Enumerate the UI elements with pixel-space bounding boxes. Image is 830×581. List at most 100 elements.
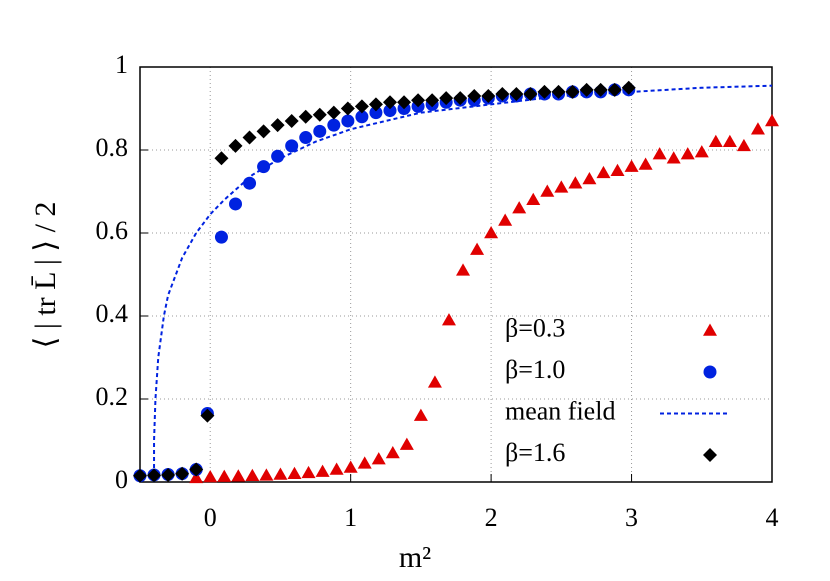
- point: [175, 466, 190, 481]
- point: [161, 467, 176, 482]
- point: [456, 263, 471, 276]
- point: [371, 452, 386, 465]
- point: [470, 242, 485, 255]
- point: [229, 197, 243, 211]
- point: [638, 157, 653, 170]
- point: [411, 93, 426, 108]
- point: [285, 139, 299, 153]
- point: [287, 466, 302, 479]
- point: [340, 101, 355, 116]
- x-axis-label: m²: [399, 541, 431, 574]
- point: [413, 408, 428, 421]
- legend-label: β=0.3: [505, 313, 565, 342]
- x-tick-label: 1: [344, 503, 357, 532]
- point: [495, 86, 510, 101]
- point: [242, 130, 257, 145]
- point: [383, 104, 397, 118]
- point: [593, 82, 608, 97]
- point: [441, 313, 456, 326]
- point: [765, 113, 779, 127]
- point: [341, 114, 355, 128]
- point: [526, 192, 541, 206]
- point: [397, 95, 412, 110]
- point: [343, 460, 358, 473]
- point: [399, 437, 414, 450]
- point: [467, 89, 482, 104]
- point: [722, 134, 737, 147]
- y-tick-label: 0: [115, 465, 128, 494]
- point: [301, 465, 316, 479]
- x-tick-label: 3: [625, 503, 638, 532]
- point: [579, 82, 594, 97]
- point: [369, 106, 383, 120]
- point: [214, 151, 229, 166]
- point: [133, 468, 147, 483]
- point: [523, 86, 538, 101]
- point: [189, 462, 204, 477]
- point: [624, 159, 639, 172]
- point: [312, 107, 327, 122]
- point: [610, 163, 625, 176]
- point: [313, 124, 327, 138]
- point: [271, 149, 285, 163]
- point: [453, 91, 468, 106]
- legend-marker: [703, 365, 717, 379]
- point: [680, 147, 695, 160]
- point: [484, 226, 499, 239]
- point: [203, 470, 218, 483]
- point: [231, 469, 246, 482]
- point: [200, 408, 215, 423]
- point: [298, 109, 313, 124]
- point: [509, 86, 524, 101]
- point: [537, 84, 552, 99]
- point: [554, 180, 569, 193]
- point: [427, 375, 442, 388]
- point: [327, 118, 341, 132]
- plot-frame: [139, 66, 773, 483]
- point: [217, 469, 232, 482]
- point: [299, 131, 313, 145]
- y-tick-label: 0.2: [96, 382, 129, 411]
- point: [189, 470, 204, 484]
- x-tick-label: 0: [204, 503, 217, 532]
- point: [315, 464, 330, 477]
- point: [284, 113, 299, 128]
- point: [512, 201, 527, 214]
- point: [736, 138, 751, 152]
- point: [354, 99, 369, 114]
- point: [596, 165, 611, 179]
- point: [326, 105, 341, 120]
- point: [329, 462, 344, 475]
- point: [540, 184, 555, 197]
- point: [666, 151, 681, 164]
- y-tick-label: 0.8: [96, 133, 129, 162]
- legend-label: β=1.0: [505, 355, 565, 384]
- point: [368, 97, 383, 112]
- point: [582, 172, 597, 185]
- point: [256, 124, 271, 139]
- point: [551, 84, 566, 99]
- point: [652, 147, 667, 160]
- point: [355, 110, 369, 124]
- point: [621, 80, 636, 95]
- legend-marker: [703, 448, 717, 462]
- point: [694, 145, 709, 158]
- point: [147, 468, 162, 483]
- point: [385, 445, 400, 459]
- point: [382, 95, 397, 110]
- y-tick-label: 0.6: [96, 216, 129, 245]
- point: [607, 82, 622, 97]
- legend-label: mean field: [505, 396, 615, 425]
- line: [153, 84, 773, 482]
- point: [425, 93, 440, 108]
- point: [498, 213, 513, 226]
- point: [214, 230, 228, 244]
- point: [245, 468, 260, 482]
- point: [439, 91, 454, 106]
- point: [568, 176, 583, 189]
- point: [259, 468, 274, 481]
- y-tick-label: 1: [115, 50, 128, 79]
- point: [750, 122, 765, 135]
- point: [228, 138, 243, 153]
